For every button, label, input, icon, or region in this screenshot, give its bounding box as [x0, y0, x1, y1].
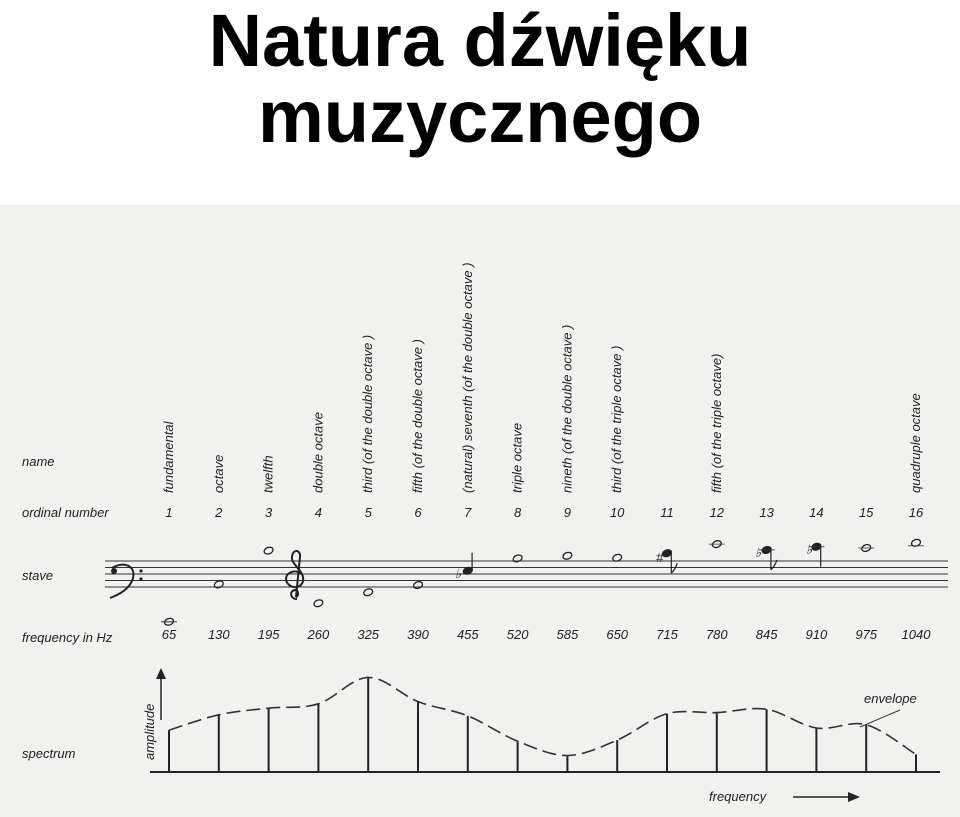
harmonic-name-7: (natural) seventh (of the double octave …: [460, 262, 475, 493]
frequency-value-2: 130: [208, 627, 230, 642]
frequency-value-11: 715: [656, 627, 678, 642]
staff-lines: [105, 560, 948, 588]
ordinal-number-9: 9: [564, 505, 571, 520]
frequency-value-15: 975: [855, 627, 877, 642]
ordinal-number-12: 12: [710, 505, 725, 520]
harmonic-name-9: nineth (of the double octave ): [559, 325, 574, 493]
frequency-value-13: 845: [756, 627, 778, 642]
harmonic-name-16: quadruple octave: [908, 393, 923, 493]
sharp-sign-11: #: [656, 550, 664, 565]
ordinal-number-1: 1: [165, 505, 172, 520]
row-label-ordinal: ordinal number: [22, 505, 109, 520]
flat-sign-14: ♭: [806, 542, 813, 557]
frequency-value-16: 1040: [902, 627, 932, 642]
harmonic-name-4: double octave: [310, 412, 325, 493]
note-14: [808, 542, 825, 567]
row-label-stave: stave: [22, 568, 53, 583]
ordinal-number-7: 7: [464, 505, 472, 520]
frequency-axis-label: frequency: [709, 789, 768, 804]
harmonic-name-8: triple octave: [510, 423, 525, 493]
spectrum-bars: [168, 677, 917, 772]
ordinal-number-4: 4: [315, 505, 322, 520]
note-15: [858, 543, 875, 553]
flat-sign-13: ♭: [755, 545, 762, 560]
frequency-value-9: 585: [557, 627, 579, 642]
slide-title-line-1: Natura dźwięku: [208, 0, 752, 82]
harmonic-name-2: octave: [211, 455, 226, 493]
frequency-value-7: 455: [457, 627, 479, 642]
note-3: [263, 546, 274, 555]
frequency-value-10: 650: [606, 627, 628, 642]
note-9: [562, 551, 573, 560]
ordinal-number-10: 10: [610, 505, 625, 520]
harmonic-name-12: fifth (of the triple octave): [709, 354, 724, 493]
note-8: [512, 554, 523, 563]
frequency-value-5: 325: [357, 627, 379, 642]
ordinal-number-row: 1 2 3 4 5 6 7 8 9 10 11 12 13 14 15 16: [165, 505, 924, 520]
ordinal-number-14: 14: [809, 505, 823, 520]
envelope-curve: [168, 676, 917, 757]
frequency-value-8: 520: [507, 627, 529, 642]
note-16: [908, 538, 924, 547]
harmonic-name-10: third (of the triple octave ): [609, 346, 624, 493]
note-5: [363, 588, 374, 597]
frequency-row: 65 130 195 260 325 390 455 520 585 650 715 780 845 91…: [162, 627, 931, 642]
note-4: [313, 599, 324, 608]
music-stave: ♭ # ♭ ♭: [105, 538, 948, 626]
spectrum-plot: envelope amplitude frequency: [142, 668, 940, 804]
frequency-value-3: 195: [258, 627, 280, 642]
harmonic-name-1: fundamental: [161, 420, 176, 493]
note-10: [612, 553, 623, 562]
note-6: [412, 581, 424, 590]
harmonic-series-diagram: name ordinal number stave frequency in H…: [22, 262, 948, 804]
slide-title-line-2: muzycznego: [257, 75, 703, 158]
note-7: [462, 552, 473, 575]
frequency-value-1: 65: [162, 627, 177, 642]
ordinal-number-16: 16: [909, 505, 924, 520]
harmonic-series-figure: name ordinal number stave frequency in H…: [0, 205, 960, 817]
note-13: [758, 545, 778, 571]
note-12: [708, 540, 725, 549]
harmonic-name-3: twelfth: [261, 455, 276, 493]
harmonic-name-5: third (of the double octave ): [360, 335, 375, 493]
amplitude-axis-label: amplitude: [142, 704, 157, 760]
bass-clef-icon: [109, 563, 143, 599]
harmonic-name-6: fifth (of the double octave ): [410, 339, 425, 493]
envelope-pointer: [859, 709, 901, 728]
ordinal-number-13: 13: [759, 505, 774, 520]
frequency-value-4: 260: [307, 627, 330, 642]
stave-notes: [161, 538, 924, 626]
flat-sign-7: ♭: [455, 566, 462, 581]
ordinal-number-3: 3: [265, 505, 273, 520]
ordinal-number-11: 11: [660, 505, 674, 520]
note-2: [213, 580, 224, 589]
frequency-value-14: 910: [806, 627, 828, 642]
frequency-value-6: 390: [407, 627, 429, 642]
row-label-spectrum: spectrum: [22, 746, 76, 761]
envelope-label: envelope: [864, 691, 917, 706]
frequency-value-12: 780: [706, 627, 728, 642]
ordinal-number-8: 8: [514, 505, 522, 520]
harmonic-name-labels: fundamental octave twelfth double octave thi…: [161, 262, 923, 493]
amplitude-arrow-head-icon: [156, 668, 166, 679]
ordinal-number-6: 6: [414, 505, 422, 520]
treble-clef-icon: [284, 550, 305, 600]
row-label-frequency: frequency in Hz: [22, 630, 113, 645]
ordinal-number-15: 15: [859, 505, 874, 520]
note-1: [161, 617, 177, 626]
frequency-arrow-head-icon: [848, 792, 860, 802]
row-label-name: name: [22, 454, 55, 469]
slide-title: Natura dźwięku muzycznego: [0, 0, 960, 155]
ordinal-number-5: 5: [365, 505, 373, 520]
ordinal-number-2: 2: [214, 505, 223, 520]
note-11: [661, 549, 678, 574]
